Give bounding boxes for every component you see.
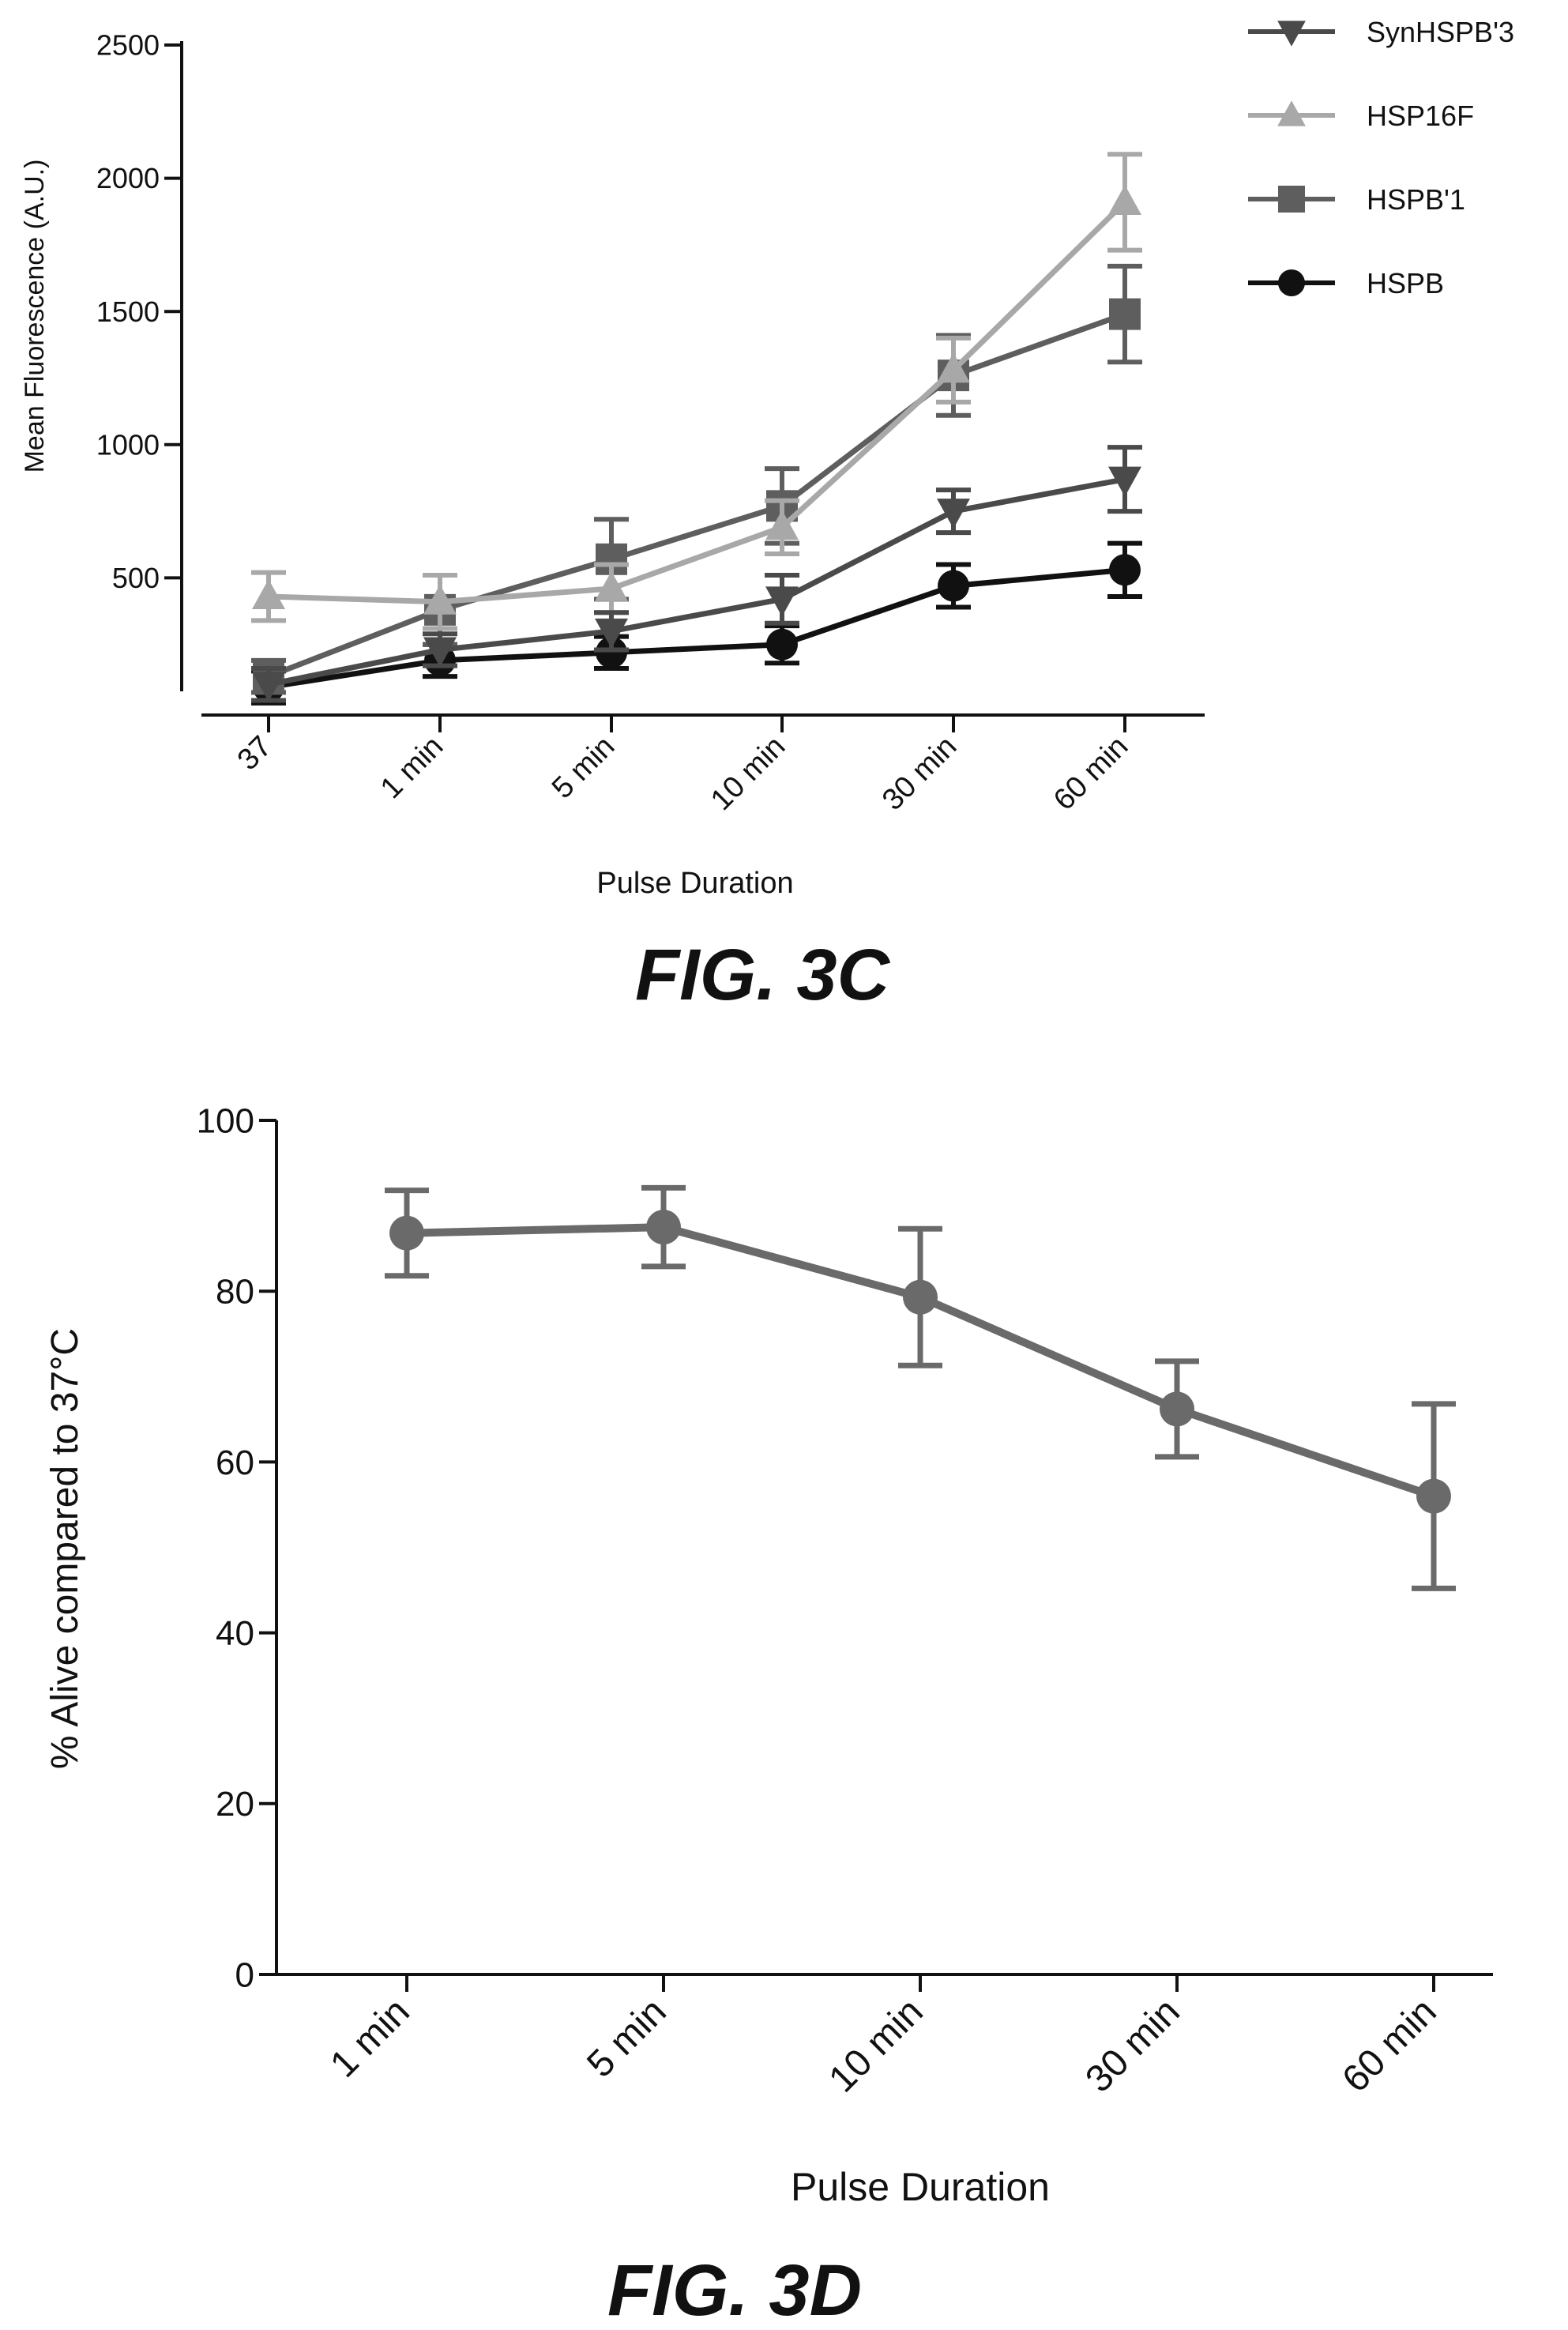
legend-marker: [1277, 100, 1306, 126]
data-point: [389, 1215, 424, 1251]
fig-3c-chart: 500 1000 1500 2000 2500 37 1 min 5 min 10 min 30…: [20, 16, 1514, 1015]
data-point: [252, 672, 285, 702]
x-tick-label: 10 min: [705, 730, 792, 817]
fig-3d-series: [385, 1184, 1456, 1591]
x-tick-label: 60 min: [1334, 1990, 1444, 2100]
x-tick-label: 30 min: [1077, 1990, 1187, 2100]
y-tick-label: 2500: [96, 29, 160, 62]
fig-3c-y-ticks: 500 1000 1500 2000 2500: [96, 29, 182, 594]
x-tick-label: 60 min: [1047, 730, 1134, 817]
fig-3d-y-ticks: 0 20 40 60 80 100: [197, 1101, 276, 1994]
legend-label: HSPB: [1367, 267, 1444, 299]
data-point: [766, 628, 798, 661]
series-line: [267, 311, 1126, 679]
series-hspb-1: [251, 263, 1142, 695]
fig-3c-caption: FIG. 3C: [635, 935, 891, 1015]
y-tick-label: 500: [112, 562, 160, 594]
legend-item: HSP16F: [1248, 100, 1474, 132]
data-point: [1108, 184, 1141, 215]
legend-marker: [1278, 269, 1305, 296]
legend-item: HSPB'1: [1248, 183, 1465, 216]
x-tick-label: 10 min: [821, 1990, 931, 2100]
data-point: [1109, 298, 1141, 330]
y-tick-label: 0: [235, 1955, 254, 1994]
y-tick-label: 80: [216, 1273, 254, 1312]
x-tick-label: 37: [231, 730, 279, 777]
data-point: [938, 570, 969, 602]
y-tick-label: 40: [216, 1614, 254, 1653]
y-tick-label: 1000: [96, 428, 160, 461]
series-hsp16f: [251, 152, 1142, 631]
legend-item: SynHSPB'3: [1248, 16, 1514, 48]
legend-marker: [1278, 186, 1305, 213]
x-tick-label: 30 min: [876, 730, 963, 817]
fig-3c-y-axis-label: Mean Fluorescence (A.U.): [20, 160, 50, 473]
data-point: [937, 499, 970, 529]
data-point: [765, 510, 799, 540]
x-tick-label: 1 min: [374, 730, 449, 805]
legend-label: HSPB'1: [1367, 183, 1465, 216]
fig-3c-legend: SynHSPB'3 HSP16F HSPB'1 HSPB: [1248, 16, 1514, 299]
fig-3d-caption: FIG. 3D: [607, 2250, 862, 2330]
y-tick-label: 20: [216, 1785, 254, 1824]
data-point: [423, 637, 457, 668]
y-tick-label: 60: [216, 1444, 254, 1482]
data-point: [1108, 466, 1141, 497]
fig-3d-x-ticks: 1 min 5 min 10 min 30 min 60 min: [322, 1974, 1445, 2101]
fig-3d-y-axis-label: % Alive compared to 37°C: [44, 1328, 86, 1769]
fig-3c-x-axis-label: Pulse Duration: [596, 867, 793, 900]
series-line: [268, 567, 1126, 691]
legend-label: SynHSPB'3: [1367, 16, 1514, 48]
data-point: [595, 618, 628, 649]
legend-label: HSP16F: [1367, 100, 1474, 132]
data-point: [252, 579, 285, 610]
data-point: [423, 584, 457, 615]
x-tick-label: 5 min: [579, 1990, 674, 2085]
y-tick-label: 100: [197, 1101, 254, 1140]
y-tick-label: 1500: [96, 295, 160, 328]
fig-3d-x-axis-label: Pulse Duration: [791, 2165, 1050, 2209]
data-point: [1160, 1391, 1194, 1427]
data-point: [903, 1279, 938, 1315]
series-hspb: [251, 540, 1142, 706]
series-values: [385, 1184, 1456, 1591]
legend-item: HSPB: [1248, 267, 1444, 299]
data-point: [937, 352, 970, 383]
data-point: [1109, 554, 1141, 586]
series-line: [268, 200, 1127, 605]
data-point: [646, 1210, 681, 1245]
series-synhspb-3: [251, 445, 1142, 703]
series-line: [268, 476, 1126, 687]
fig-3c-x-ticks: 37 1 min 5 min 10 min 30 min 60 min: [231, 715, 1134, 817]
x-tick-label: 1 min: [322, 1990, 417, 2085]
fig-3c-series: [251, 152, 1142, 706]
legend-marker: [1277, 21, 1306, 47]
x-tick-label: 5 min: [546, 730, 621, 805]
data-point: [595, 570, 628, 601]
data-point: [596, 636, 627, 668]
y-tick-label: 2000: [96, 162, 160, 194]
fig-3d-chart: 0 20 40 60 80 100 1 min 5 min 10 min 30 min 60 mi…: [44, 1101, 1493, 2330]
data-point: [765, 586, 799, 617]
data-point: [1416, 1478, 1451, 1514]
